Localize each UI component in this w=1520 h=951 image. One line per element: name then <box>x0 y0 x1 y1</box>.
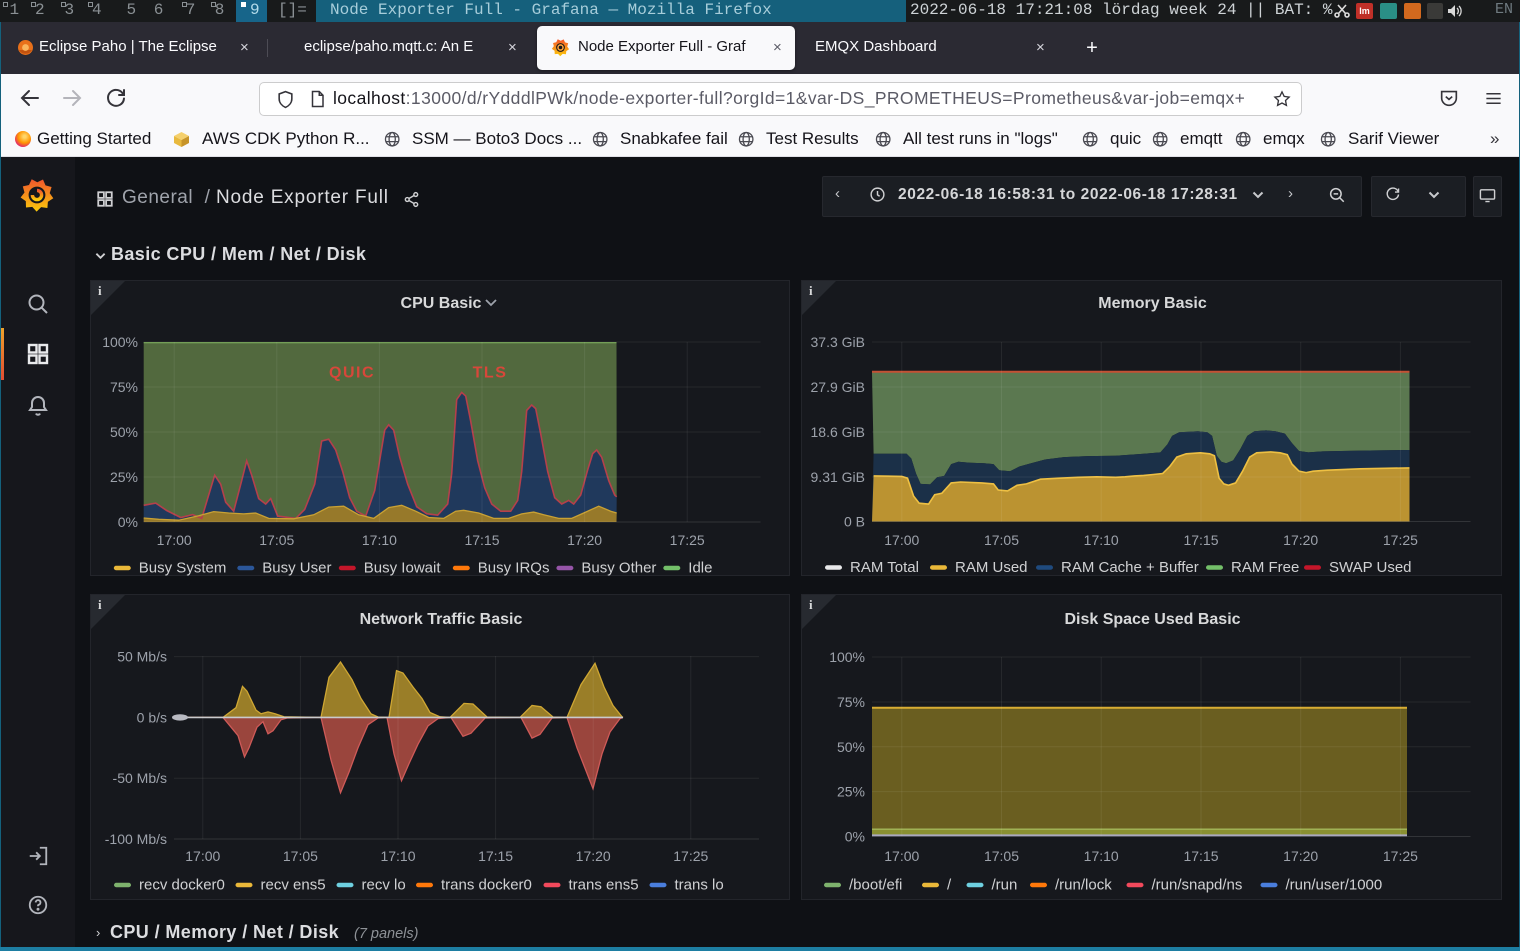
svg-text:50%: 50% <box>110 424 138 440</box>
svg-text:recv ens5: recv ens5 <box>261 877 326 894</box>
svg-text:Idle: Idle <box>688 560 712 577</box>
svg-text:17:15: 17:15 <box>1183 532 1218 548</box>
svg-text:17:05: 17:05 <box>283 848 318 864</box>
svg-text:0%: 0% <box>118 514 138 530</box>
svg-text:0 B: 0 B <box>844 514 865 530</box>
svg-text:17:25: 17:25 <box>1383 848 1418 864</box>
svg-text:Busy User: Busy User <box>262 560 331 577</box>
svg-text:RAM Free: RAM Free <box>1231 559 1299 576</box>
svg-text:17:20: 17:20 <box>1283 532 1318 548</box>
svg-text:100%: 100% <box>102 334 138 350</box>
svg-text:9.31 GiB: 9.31 GiB <box>811 469 865 485</box>
svg-text:17:20: 17:20 <box>567 532 602 548</box>
svg-text:17:05: 17:05 <box>984 532 1019 548</box>
svg-text:/boot/efi: /boot/efi <box>849 877 902 894</box>
svg-text:17:25: 17:25 <box>1383 532 1418 548</box>
svg-text:17:00: 17:00 <box>157 532 192 548</box>
svg-text:27.9 GiB: 27.9 GiB <box>811 379 865 395</box>
svg-text:/run: /run <box>992 877 1018 894</box>
svg-text:/: / <box>947 877 952 894</box>
svg-text:17:05: 17:05 <box>984 848 1019 864</box>
svg-text:17:10: 17:10 <box>1084 532 1119 548</box>
svg-text:37.3 GiB: 37.3 GiB <box>811 334 865 350</box>
svg-text:17:15: 17:15 <box>478 848 513 864</box>
svg-text:trans lo: trans lo <box>675 877 724 894</box>
svg-text:recv lo: recv lo <box>362 877 406 894</box>
svg-text:17:00: 17:00 <box>185 848 220 864</box>
svg-text:17:00: 17:00 <box>884 532 919 548</box>
svg-text:17:25: 17:25 <box>670 532 705 548</box>
svg-text:0 b/s: 0 b/s <box>137 709 167 725</box>
svg-text:-50 Mb/s: -50 Mb/s <box>113 770 167 786</box>
svg-text:25%: 25% <box>110 469 138 485</box>
svg-text:Disk Space Used Basic: Disk Space Used Basic <box>1064 611 1240 628</box>
svg-text:0%: 0% <box>845 829 865 845</box>
svg-text:Busy Iowait: Busy Iowait <box>364 560 442 577</box>
svg-text:/run/user/1000: /run/user/1000 <box>1286 877 1383 894</box>
svg-text:17:10: 17:10 <box>380 848 415 864</box>
svg-text:50 Mb/s: 50 Mb/s <box>117 649 167 665</box>
svg-text:17:20: 17:20 <box>576 848 611 864</box>
svg-text:17:15: 17:15 <box>1183 848 1218 864</box>
svg-text:/run/lock: /run/lock <box>1055 877 1112 894</box>
svg-text:RAM Used: RAM Used <box>955 559 1028 576</box>
svg-text:Busy IRQs: Busy IRQs <box>478 560 550 577</box>
svg-text:100%: 100% <box>829 649 865 665</box>
svg-text:17:05: 17:05 <box>259 532 294 548</box>
svg-text:Busy System: Busy System <box>139 560 227 577</box>
svg-text:RAM Total: RAM Total <box>850 559 919 576</box>
svg-text:SWAP Used: SWAP Used <box>1329 559 1412 576</box>
svg-text:/run/snapd/ns: /run/snapd/ns <box>1152 877 1243 894</box>
svg-text:Network Traffic Basic: Network Traffic Basic <box>360 611 523 628</box>
svg-text:Busy Other: Busy Other <box>581 560 656 577</box>
svg-text:Memory Basic: Memory Basic <box>1098 295 1207 312</box>
svg-text:trans docker0: trans docker0 <box>441 877 532 894</box>
svg-text:50%: 50% <box>837 739 865 755</box>
svg-text:recv docker0: recv docker0 <box>139 877 225 894</box>
svg-text:17:10: 17:10 <box>362 532 397 548</box>
svg-text:17:10: 17:10 <box>1084 848 1119 864</box>
svg-text:17:00: 17:00 <box>884 848 919 864</box>
svg-text:RAM Cache + Buffer: RAM Cache + Buffer <box>1061 559 1199 576</box>
svg-text:trans ens5: trans ens5 <box>569 877 639 894</box>
svg-text:75%: 75% <box>110 379 138 395</box>
svg-text:25%: 25% <box>837 784 865 800</box>
svg-text:17:15: 17:15 <box>464 532 499 548</box>
svg-text:CPU Basic: CPU Basic <box>401 295 482 312</box>
svg-text:TLS: TLS <box>473 365 508 382</box>
svg-text:75%: 75% <box>837 694 865 710</box>
svg-text:QUIC: QUIC <box>329 365 375 382</box>
svg-text:17:20: 17:20 <box>1283 848 1318 864</box>
svg-text:18.6 GiB: 18.6 GiB <box>811 424 865 440</box>
svg-text:-100 Mb/s: -100 Mb/s <box>105 831 167 847</box>
svg-text:17:25: 17:25 <box>673 848 708 864</box>
